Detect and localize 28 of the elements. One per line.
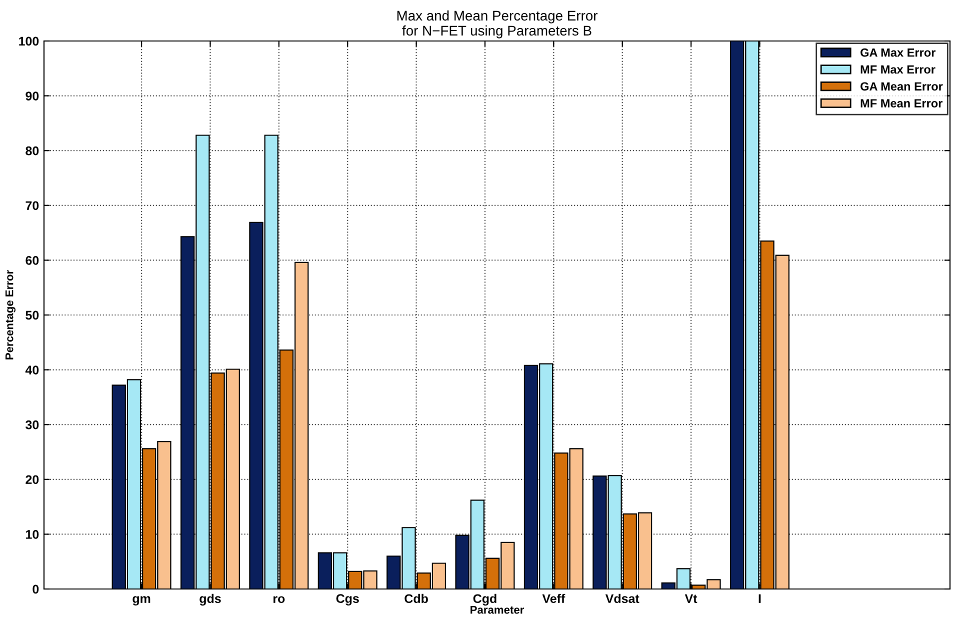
x-tick-label: Cgs: [336, 594, 359, 606]
legend-label: GA Mean Error: [860, 82, 943, 91]
legend-label: GA Max Error: [860, 48, 936, 57]
y-tick-label: 100: [19, 36, 39, 46]
x-tick-label: Cdb: [404, 594, 428, 604]
chart-title: Max and Mean Percentage Error for N−FET using Parameters B: [397, 10, 598, 38]
x-tick-label: gm: [132, 596, 150, 606]
y-tick-label: 30: [26, 420, 39, 430]
y-tick-label: 40: [25, 366, 39, 374]
x-tick-label: I: [758, 594, 761, 603]
legend-label: MF Mean Error: [860, 99, 943, 108]
x-tick-label: Cgd: [473, 594, 496, 606]
y-tick-label: 60: [26, 256, 39, 265]
y-tick-label: 80: [26, 146, 39, 156]
y-tick-label: 70: [26, 201, 39, 210]
legend-label: MF Max Error: [860, 65, 936, 74]
x-tick-label: Vt: [684, 594, 698, 604]
y-axis-title: Percentage Error: [6, 270, 16, 360]
y-tick-label: 0: [32, 584, 39, 594]
y-tick-label: 10: [26, 530, 39, 539]
y-tick-label: 20: [26, 475, 39, 484]
x-axis-title: Parameter: [470, 606, 524, 614]
x-tick-label: gds: [200, 594, 221, 606]
x-tick-label: Vdsat: [605, 594, 640, 604]
y-tick-label: 90: [26, 92, 39, 100]
x-tick-label: Veff: [542, 594, 566, 604]
y-tick-label: 50: [26, 310, 39, 320]
x-tick-label: ro: [273, 596, 285, 604]
